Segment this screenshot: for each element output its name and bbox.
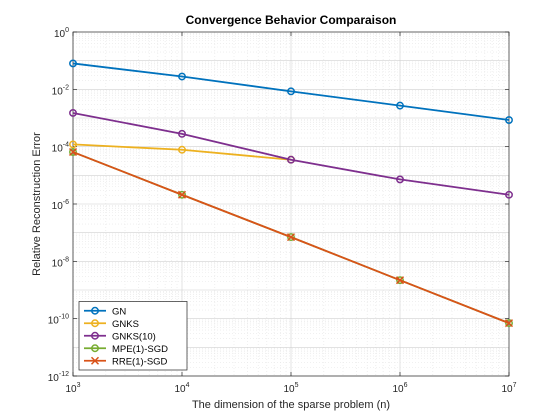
legend-marker — [91, 331, 99, 340]
data-point — [396, 175, 404, 184]
axis-ticks: 103 104 105 106 107 100 10-2 10-4 10-6 10-8 10-10 1… — [48, 27, 517, 395]
legend-label: GN — [112, 306, 126, 317]
data-point — [178, 190, 186, 199]
x-tick-label: 106 — [392, 382, 407, 395]
data-point — [395, 276, 405, 285]
legend-entry: GNKS — [84, 319, 139, 330]
series-line — [72, 112, 510, 196]
series-4 — [68, 147, 514, 328]
x-tick-label: 104 — [174, 382, 189, 395]
data-point — [177, 190, 187, 199]
x-tick-label: 105 — [283, 382, 298, 395]
y-tick-label: 100 — [54, 27, 69, 40]
legend-entry: MPE(1)-SGD — [84, 344, 168, 355]
series-2 — [69, 109, 513, 199]
x-tick-label: 107 — [501, 382, 516, 395]
legend-marker — [91, 344, 99, 353]
data-point — [287, 87, 295, 96]
y-axis-label: Relative Reconstruction Error — [31, 132, 43, 276]
y-tick-label: 10-10 — [48, 314, 69, 327]
legend-marker — [91, 306, 99, 315]
series-0 — [69, 59, 513, 124]
legend-entry: GN — [84, 306, 126, 317]
data-point — [286, 233, 296, 242]
data-point — [287, 233, 295, 242]
data-point — [505, 319, 513, 328]
data-point — [69, 148, 77, 156]
legend-label: GNKS(10) — [112, 331, 156, 342]
legend-entry: GNKS(10) — [84, 331, 156, 342]
x-axis-label: The dimension of the sparse problem (n) — [192, 399, 390, 411]
data-point — [505, 190, 513, 199]
data-point — [505, 116, 513, 124]
chart-title: Convergence Behavior Comparaison — [186, 13, 397, 27]
y-tick-label: 10-6 — [52, 199, 69, 212]
data-point — [396, 101, 404, 110]
data-point — [396, 276, 404, 285]
series-line — [72, 62, 510, 121]
legend-marker — [90, 356, 100, 365]
data-point — [69, 109, 77, 117]
x-tick-label: 103 — [65, 382, 80, 395]
legend-entry: RRE(1)-SGD — [84, 356, 168, 367]
y-tick-label: 10-12 — [48, 371, 69, 384]
data-point — [504, 319, 514, 328]
y-tick-label: 10-4 — [52, 142, 69, 155]
legend-label: GNKS — [112, 319, 139, 330]
legend-label: RRE(1)-SGD — [112, 356, 168, 367]
data-point — [178, 129, 186, 138]
legend-marker — [91, 319, 99, 328]
data-point — [69, 59, 77, 68]
data-point — [178, 145, 186, 154]
series-line — [72, 143, 292, 161]
series-lines — [68, 59, 514, 328]
data-point — [178, 72, 186, 81]
data-point — [287, 155, 295, 164]
legend-label: MPE(1)-SGD — [112, 344, 168, 355]
y-tick-label: 10-8 — [52, 256, 69, 269]
data-point — [68, 147, 78, 157]
y-tick-label: 10-2 — [52, 84, 69, 97]
data-point — [69, 140, 77, 149]
